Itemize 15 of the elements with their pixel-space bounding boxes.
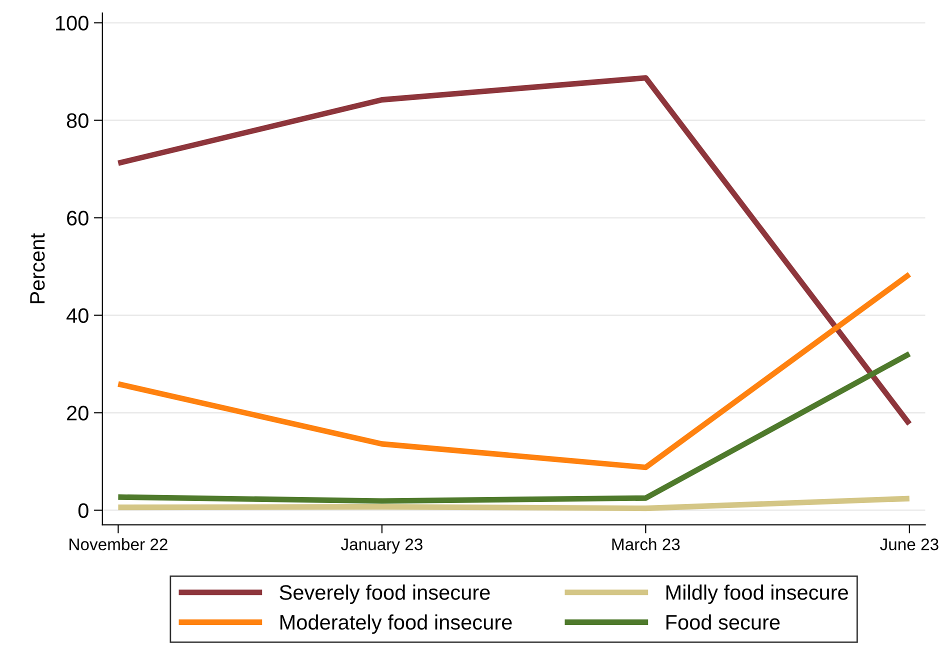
x-tick-label: June 23	[880, 538, 938, 550]
y-tick-label: 100	[56, 16, 88, 31]
x-tick-label: March 23	[612, 538, 680, 550]
x-tick-label: January 23	[340, 538, 422, 554]
y-tick-label: 60	[67, 210, 88, 226]
legend-label: Mildly food insecure	[666, 584, 848, 604]
y-tick-label: 20	[67, 406, 88, 420]
y-tick-label: 40	[66, 308, 88, 324]
legend-label: Severely food insecure	[280, 584, 490, 604]
y-tick-label: 0	[78, 503, 88, 518]
y-tick-label: 80	[66, 113, 88, 128]
legend-label: Food secure	[666, 614, 780, 630]
legend-label: Moderately food insecure	[280, 614, 512, 634]
x-tick-label: November 22	[70, 538, 168, 550]
y-axis-title: Percent	[30, 233, 45, 304]
